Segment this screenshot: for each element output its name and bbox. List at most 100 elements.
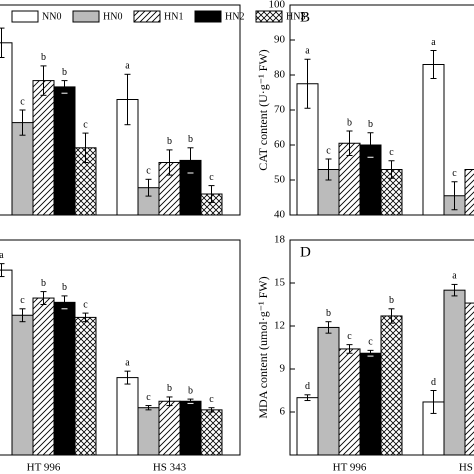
significance-letter: c (146, 166, 151, 177)
legend-swatch (255, 10, 283, 23)
significance-letter: b (188, 134, 193, 145)
error-bar (40, 65, 47, 96)
error-bar (346, 344, 353, 354)
significance-letter: a (431, 37, 436, 48)
bar (11, 122, 34, 216)
significance-letter: b (167, 383, 172, 394)
legend-swatch (194, 10, 222, 23)
significance-letter: b (188, 385, 193, 396)
error-bar (145, 405, 152, 411)
y-tick-label: 60 (274, 139, 286, 151)
significance-letter: a (0, 250, 4, 261)
significance-letter: d (305, 381, 310, 392)
bar (443, 289, 466, 456)
y-tick-label: 12 (274, 320, 285, 332)
error-bar (367, 132, 374, 158)
significance-letter: b (41, 278, 46, 289)
significance-letter: c (209, 172, 214, 183)
significance-letter: c (83, 299, 88, 310)
significance-letter: a (452, 271, 457, 282)
y-tick-label: 15 (274, 277, 286, 289)
significance-letter: b (326, 308, 331, 319)
error-bar (208, 407, 215, 413)
error-bar (166, 396, 173, 407)
error-bar (451, 181, 458, 211)
error-bar (61, 80, 68, 94)
bar (380, 315, 403, 456)
y-tick-label: 80 (274, 69, 286, 81)
plot-frame (289, 239, 474, 456)
x-tick-label: HS 343 (153, 462, 187, 474)
error-bar (187, 147, 194, 174)
significance-letter: b (389, 295, 394, 306)
bar (0, 42, 13, 216)
significance-letter: c (20, 96, 25, 107)
error-bar (166, 149, 173, 176)
legend-label: HN1 (164, 11, 183, 22)
bar (179, 400, 202, 456)
bar (359, 352, 382, 456)
bar (317, 326, 340, 456)
legend-swatch (11, 10, 39, 23)
bar (338, 348, 361, 456)
x-tick-label: HT 996 (333, 462, 367, 474)
bar (200, 409, 223, 456)
significance-letter: b (167, 136, 172, 147)
bar (464, 169, 474, 216)
y-tick-label: 18 (274, 234, 286, 246)
bar (0, 269, 13, 456)
y-tick-label: 90 (274, 34, 286, 46)
x-tick-label: HT 996 (27, 462, 61, 474)
significance-letter: c (326, 145, 331, 156)
legend-label: HN3 (286, 11, 305, 22)
significance-letter: a (305, 46, 310, 57)
y-tick-label: 50 (274, 174, 286, 186)
bar (116, 377, 139, 456)
y-tick-label: 100 (269, 0, 286, 11)
error-bar (0, 27, 5, 58)
y-axis-label: MDA content (umol·g⁻¹ FW) (256, 276, 270, 418)
y-tick-label: 6 (280, 406, 286, 418)
bar (32, 80, 55, 216)
significance-letter: c (347, 331, 352, 342)
significance-letter: b (62, 282, 67, 293)
bar (53, 301, 76, 456)
error-bar (82, 132, 89, 163)
y-tick-label: 40 (274, 209, 286, 221)
significance-letter: b (62, 67, 67, 78)
significance-letter: a (125, 357, 130, 368)
significance-letter: a (125, 61, 130, 72)
significance-letter: d (431, 377, 436, 388)
bar (74, 316, 97, 456)
error-bar (346, 130, 353, 156)
error-bar (40, 291, 47, 305)
error-bar (304, 394, 311, 402)
error-bar (451, 283, 458, 297)
legend-label: HN0 (103, 11, 122, 22)
x-tick-label: HS 343 (459, 462, 474, 474)
plot-frame (0, 239, 241, 456)
bar (158, 400, 181, 456)
error-bar (187, 398, 194, 404)
error-bar (19, 109, 26, 136)
error-bar (325, 158, 332, 181)
bar (53, 86, 76, 216)
significance-letter: c (452, 168, 457, 179)
bar (32, 297, 55, 456)
error-bar (430, 50, 437, 79)
bar (137, 407, 160, 456)
error-bar (82, 312, 89, 323)
error-bar (208, 185, 215, 203)
significance-letter: c (389, 147, 394, 158)
significance-letter: c (368, 337, 373, 348)
plot-frame (0, 4, 241, 216)
error-bar (124, 73, 131, 126)
error-bar (19, 308, 26, 323)
significance-letter: c (20, 295, 25, 306)
bar (296, 397, 319, 456)
y-tick-label: 70 (274, 104, 286, 116)
y-tick-label: 9 (280, 363, 286, 375)
legend-label: NN0 (42, 11, 61, 22)
bar (11, 314, 34, 456)
